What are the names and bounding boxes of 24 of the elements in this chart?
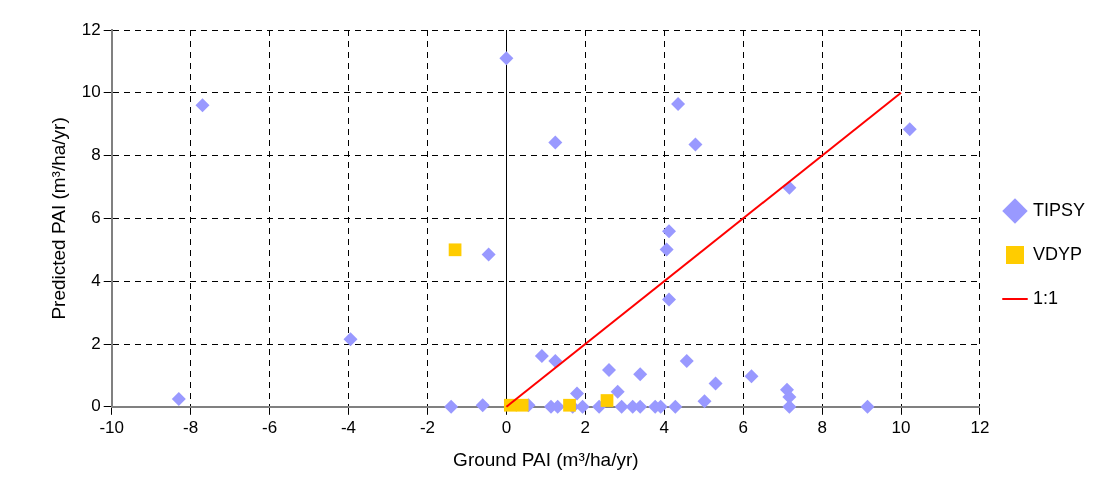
y-tick-label: 0 [91,396,101,416]
x-tick-label: -8 [183,417,199,437]
legend-label: VDYP [1032,243,1083,264]
legend-label: 1:1 [1032,287,1059,308]
x-tick-label: 10 [891,417,911,437]
x-tick-label: 12 [970,417,990,437]
x-tick-label: 6 [738,417,748,437]
x-tick-label: 2 [580,417,591,437]
x-tick-label: 4 [659,417,669,437]
x-tick-label: -10 [99,417,124,437]
x-tick-label: -6 [262,417,278,437]
y-tick-label: 12 [81,19,101,39]
y-tick-label: 4 [91,270,101,290]
y-tick-label: 2 [91,333,101,353]
y-tick-label: 6 [91,208,101,228]
legend-label: TIPSY [1032,199,1085,220]
x-tick-label: -4 [340,417,357,437]
y-tick-label: 10 [81,82,101,102]
y-tick-label: 8 [91,145,101,165]
y-axis-title: Predicted PAI (m³/ha/yr) [47,117,69,320]
x-tick-label: 8 [817,417,827,437]
x-axis-title: Ground PAI (m³/ha/yr) [453,448,639,470]
x-tick-label: 0 [501,417,512,437]
x-tick-label: -2 [419,417,436,437]
